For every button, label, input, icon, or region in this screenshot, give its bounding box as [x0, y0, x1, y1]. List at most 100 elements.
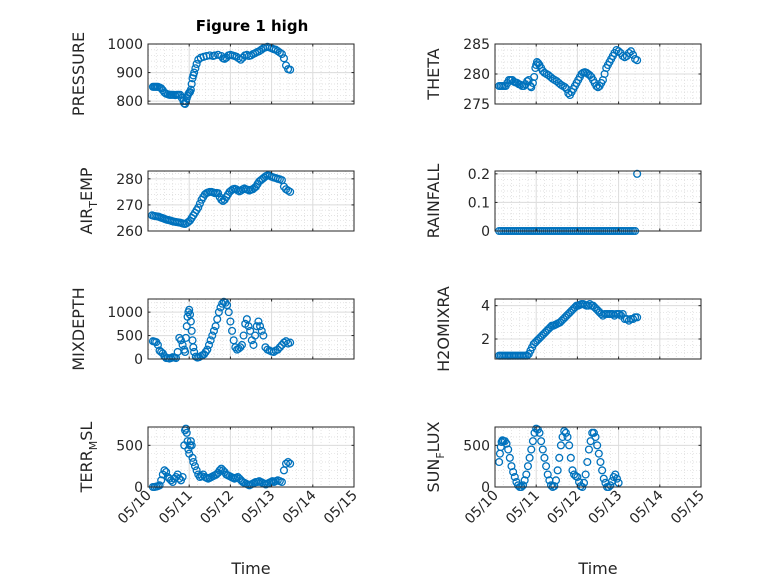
data-point — [176, 336, 186, 345]
y-axis-label: RAINFALL — [424, 164, 443, 239]
y-tick-label: 800 — [116, 94, 143, 110]
data-point — [522, 470, 531, 479]
data-point — [624, 48, 633, 58]
data-point — [178, 472, 187, 482]
data-point — [509, 467, 518, 477]
data-series — [495, 45, 642, 100]
data-point — [584, 445, 593, 454]
data-point — [192, 466, 201, 475]
y-tick-label: 4 — [481, 299, 490, 315]
data-point — [593, 441, 602, 450]
y-tick-label: 1000 — [107, 305, 143, 321]
data-point — [573, 472, 582, 482]
data-point — [535, 428, 544, 437]
y-tick-label: 0 — [481, 480, 490, 496]
data-point — [527, 445, 536, 454]
y-tick-label: 270 — [116, 198, 143, 214]
data-point — [555, 453, 564, 462]
data-point — [214, 308, 223, 317]
data-point — [197, 472, 206, 481]
data-point — [286, 187, 295, 196]
data-point — [181, 347, 190, 357]
data-point — [537, 437, 546, 446]
data-point — [206, 336, 215, 345]
data-point — [187, 441, 196, 450]
data-point — [566, 453, 575, 462]
x-axis-label: Time — [230, 559, 270, 578]
data-point — [205, 51, 214, 60]
data-point — [203, 345, 212, 354]
data-point — [579, 478, 589, 487]
y-tick-label: 0 — [481, 224, 490, 240]
data-point — [236, 55, 245, 64]
data-point — [228, 326, 237, 335]
data-point — [599, 474, 608, 483]
data-point — [633, 56, 642, 65]
y-tick-label: 260 — [116, 224, 143, 240]
y-tick-label: 500 — [116, 438, 143, 454]
data-point — [594, 449, 603, 458]
data-point — [624, 316, 633, 325]
data-point — [187, 326, 196, 335]
data-point — [188, 453, 197, 462]
data-point — [277, 49, 286, 59]
data-point — [186, 437, 195, 446]
data-point — [542, 462, 551, 471]
data-point — [560, 427, 569, 436]
figure-title: Figure 1 high — [196, 17, 309, 35]
data-point — [606, 481, 615, 490]
data-point — [187, 79, 196, 89]
data-series — [148, 424, 295, 492]
y-axis-label: MIXDEPTH — [69, 287, 88, 370]
data-point — [538, 445, 547, 454]
data-point — [505, 453, 514, 462]
y-axis-label: H2OMIXRA — [434, 286, 453, 372]
data-point — [204, 340, 214, 349]
data-point — [563, 432, 572, 442]
axes-box — [147, 298, 355, 360]
data-point — [618, 309, 627, 319]
data-point — [259, 331, 268, 340]
data-point — [194, 203, 203, 212]
data-series — [495, 424, 623, 492]
data-point — [256, 322, 265, 331]
subplot-5: 0 500 1000 MIXDEPTH — [69, 287, 355, 371]
axes-box — [494, 298, 702, 360]
data-point — [249, 340, 258, 349]
data-point — [189, 343, 198, 352]
data-point — [286, 65, 295, 74]
axes-box — [494, 170, 702, 232]
data-point — [254, 317, 263, 326]
data-point — [286, 459, 295, 468]
data-point — [246, 326, 255, 335]
y-tick-label: 280 — [116, 172, 143, 188]
data-point — [633, 169, 642, 178]
data-point — [183, 437, 192, 446]
y-axis-label: TERRMSL — [77, 422, 100, 494]
data-point — [178, 340, 187, 349]
subplot-6: 2 4 H2OMIXRA — [434, 286, 702, 372]
data-point — [568, 466, 577, 475]
data-series — [148, 171, 295, 229]
data-point — [518, 481, 528, 490]
y-tick-label: 0 — [134, 352, 143, 368]
data-point — [495, 457, 504, 467]
subplot-1: 800 900 1000 PRESSURE — [69, 32, 355, 116]
y-tick-label: 900 — [116, 66, 143, 82]
data-point — [273, 345, 282, 354]
data-point — [208, 331, 217, 340]
data-point — [615, 309, 624, 319]
y-tick-label: 500 — [116, 329, 143, 345]
data-point — [182, 322, 191, 331]
data-point — [190, 462, 200, 471]
data-point — [237, 340, 246, 349]
data-point — [215, 466, 224, 475]
data-point — [192, 59, 201, 69]
data-point — [611, 470, 620, 479]
data-point — [186, 317, 195, 326]
y-tick-label: 1000 — [107, 37, 143, 53]
data-point — [504, 445, 513, 454]
subplot-2: 275 280 285 THETA — [424, 37, 702, 113]
data-point — [596, 457, 605, 467]
